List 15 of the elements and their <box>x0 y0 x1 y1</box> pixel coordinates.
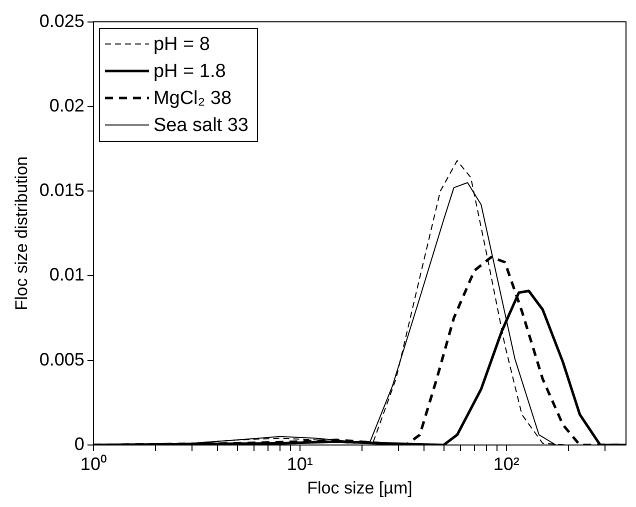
y-tick-label: 0 <box>74 434 84 454</box>
x-tick-label: 10¹ <box>286 454 313 474</box>
x-tick-label: 10² <box>493 454 520 474</box>
y-tick-label: 0.01 <box>49 264 84 285</box>
legend-label: pH = 8 <box>153 32 210 57</box>
legend-label: MgCl₂ 38 <box>153 86 232 111</box>
y-tick-label: 0.025 <box>39 10 84 31</box>
y-axis-title: Floc size distribution <box>12 156 31 310</box>
x-tick-label: 10⁰ <box>80 454 106 474</box>
y-tick-label: 0.015 <box>39 180 84 200</box>
y-tick-label: 0.02 <box>49 95 84 116</box>
x-axis-title: Floc size [µm] <box>307 478 412 498</box>
legend-label: pH = 1.8 <box>153 60 226 84</box>
legend-label: Sea salt 33 <box>153 114 249 138</box>
y-tick-label: 0.005 <box>39 349 84 370</box>
